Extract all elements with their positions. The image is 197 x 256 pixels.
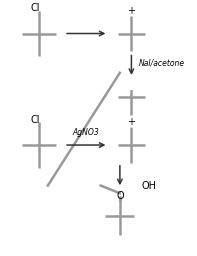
Text: +: + (127, 6, 135, 16)
Text: AgNO3: AgNO3 (73, 129, 100, 137)
Text: +: + (127, 117, 135, 127)
Text: Cl: Cl (31, 3, 40, 13)
Text: Cl: Cl (31, 115, 40, 125)
Text: OH: OH (141, 180, 156, 191)
Text: NaI/acetone: NaI/acetone (139, 58, 185, 67)
Text: O: O (116, 191, 124, 201)
